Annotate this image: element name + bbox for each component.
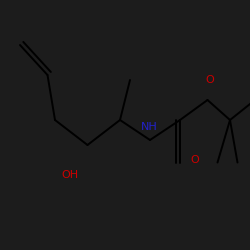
Text: NH: NH (140, 122, 157, 132)
Text: O: O (206, 75, 214, 85)
Text: O: O (191, 155, 200, 165)
Text: OH: OH (62, 170, 78, 180)
